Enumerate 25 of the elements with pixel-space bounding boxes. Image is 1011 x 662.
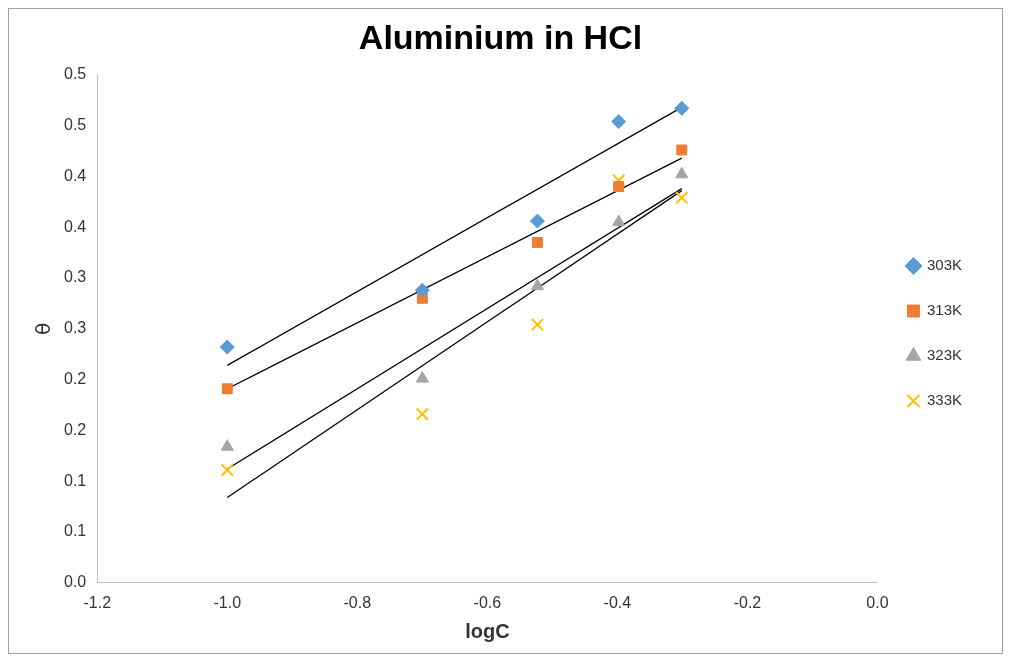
x-tick-label: -1.2 [83, 593, 112, 611]
x-tick-label: -0.2 [733, 593, 762, 611]
y-tick-label: 0.3 [63, 319, 87, 337]
legend-label: 333K [926, 391, 963, 409]
y-tick-label: 0.4 [63, 166, 87, 184]
y-axis-title: θ [31, 322, 56, 335]
x-tick-label: 0.0 [866, 593, 889, 611]
x-tick-label: -0.6 [473, 593, 502, 611]
x-tick-label: -0.4 [603, 593, 632, 611]
x-axis-title: logC [465, 619, 510, 642]
y-tick-label: 0.1 [63, 522, 87, 540]
x-tick-label: -0.8 [343, 593, 372, 611]
chart-title: Aluminium in HCl [358, 17, 643, 56]
legend-label: 313K [926, 301, 963, 319]
y-tick-label: 0.5 [63, 65, 87, 83]
y-tick-label: 0.5 [63, 116, 87, 134]
y-tick-label: 0.2 [63, 370, 87, 388]
legend-label: 303K [926, 256, 963, 274]
legend-label: 323K [926, 346, 963, 364]
y-tick-label: 0.4 [63, 217, 87, 235]
y-tick-label: 0.3 [63, 268, 87, 286]
x-tick-label: -1.0 [213, 593, 242, 611]
y-tick-label: 0.2 [63, 420, 87, 438]
y-tick-label: 0.1 [63, 471, 87, 489]
y-tick-label: 0.0 [63, 573, 87, 591]
